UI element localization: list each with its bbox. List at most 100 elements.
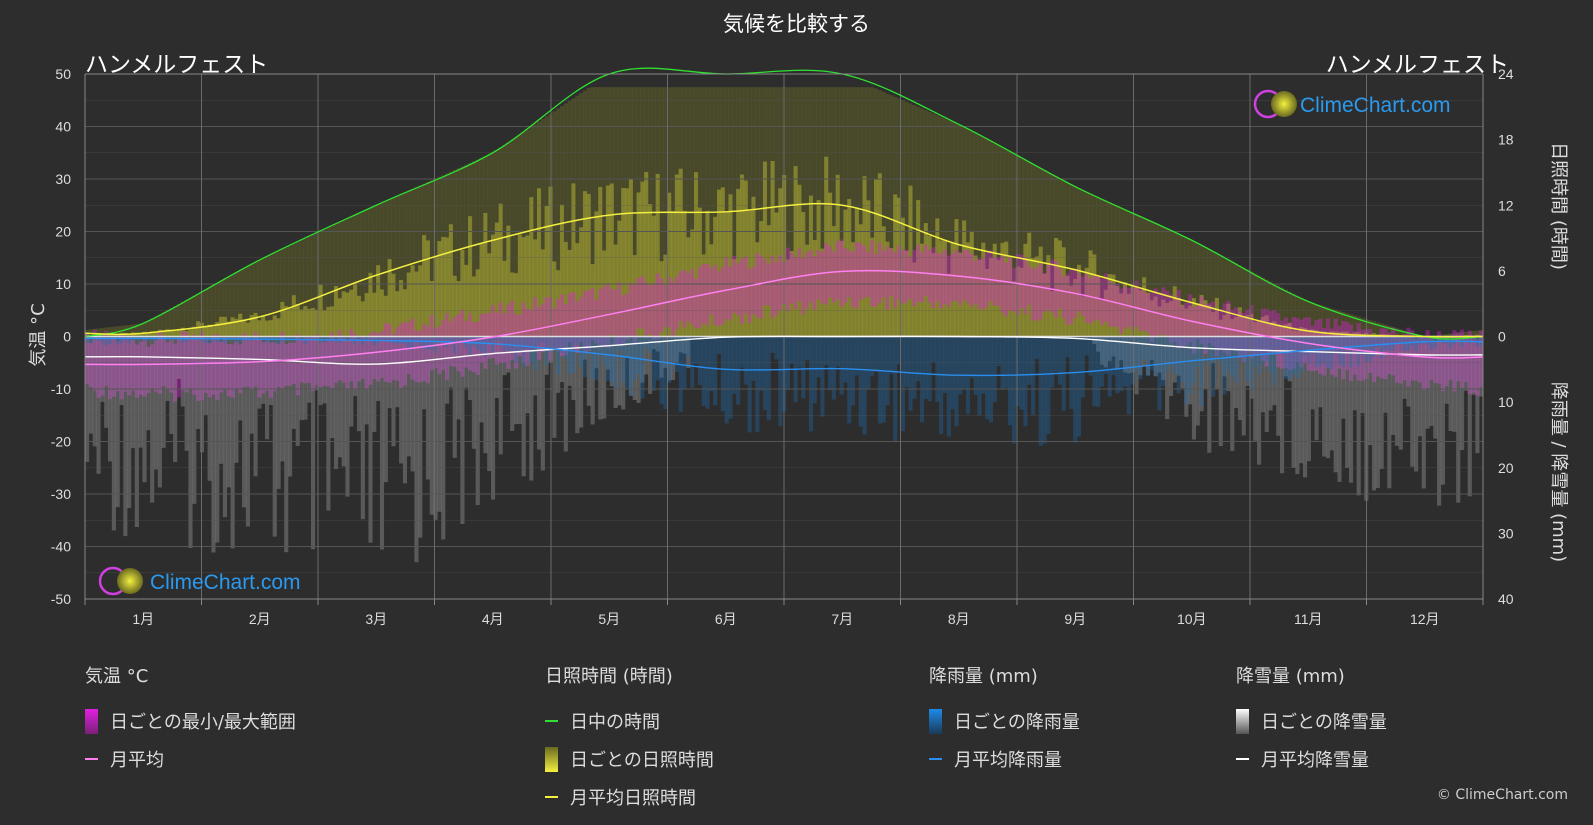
- daylight-bar: [602, 87, 607, 337]
- sunshine-bar: [161, 330, 166, 337]
- temp-range-bar: [1249, 305, 1254, 359]
- rain-bar: [847, 336, 852, 424]
- rain-bar: [854, 336, 859, 376]
- daylight-bar: [387, 199, 392, 337]
- rain-bar: [923, 336, 928, 399]
- temp-range-bar: [1341, 320, 1346, 380]
- sunshine-bar: [333, 285, 339, 337]
- snow-bar: [602, 336, 607, 419]
- y-right-top-tick-label: 6: [1498, 263, 1506, 279]
- sunshine-bar: [988, 257, 994, 337]
- sunshine-bar: [483, 212, 488, 337]
- daylight-bar: [456, 168, 461, 337]
- sunshine-bar: [1475, 334, 1480, 337]
- rain-bar: [659, 336, 664, 405]
- temp-range-bar: [908, 256, 913, 300]
- daylight-bar: [487, 154, 492, 337]
- legend-rain: 降雨量 (mm) 日ごとの降雨量 月平均降雨量: [929, 662, 1080, 778]
- temp-range-bar: [916, 244, 921, 303]
- daylight-bar: [816, 87, 821, 337]
- temp-range-bar: [276, 343, 281, 388]
- sunshine-bar: [579, 227, 584, 337]
- sunshine-bar: [1019, 267, 1024, 337]
- sunshine-bar: [1138, 290, 1143, 337]
- snow-bar: [1268, 336, 1273, 411]
- sunshine-bar: [1119, 293, 1124, 337]
- sunshine-bar: [789, 251, 794, 337]
- y-left-tick-label: -30: [51, 486, 71, 502]
- rain-bar: [257, 336, 262, 340]
- temp-range-bar: [1111, 284, 1116, 327]
- temp-range-bar: [422, 323, 427, 382]
- sunshine-bar: [625, 188, 630, 337]
- daylight-bar: [1280, 287, 1285, 337]
- snow-bar: [1241, 336, 1246, 436]
- temp-range-bar: [1145, 293, 1151, 333]
- daylight-bar: [1437, 334, 1442, 337]
- daylight-bar: [1234, 263, 1239, 337]
- temp-range-bar: [843, 248, 848, 304]
- sunshine-bar: [1122, 282, 1128, 337]
- snow-bar: [368, 336, 373, 543]
- temp-range-bar: [287, 342, 293, 386]
- daylight-bar: [406, 190, 411, 337]
- temp-range-bar: [1310, 325, 1315, 372]
- temp-range-bar: [1394, 334, 1400, 383]
- temp-range-bar: [923, 244, 928, 296]
- sunshine-bar: [1084, 267, 1089, 337]
- x-tick-label: 7月: [831, 611, 853, 627]
- sunshine-bar: [490, 234, 496, 337]
- snow-bar: [625, 336, 630, 358]
- temp-range-bar: [988, 250, 994, 302]
- snow-bar: [1188, 336, 1193, 405]
- sunshine-bar: [1253, 322, 1258, 337]
- snow-bar: [299, 336, 304, 421]
- sunshine-bar: [471, 276, 476, 337]
- daylight-bar: [1069, 184, 1074, 337]
- snow-bar: [230, 336, 235, 549]
- snow-bar: [502, 336, 507, 376]
- snow-bar: [448, 336, 453, 388]
- sunshine-bar: [146, 332, 151, 337]
- sunshine-bar: [594, 211, 599, 337]
- temp-range-bar: [552, 308, 557, 350]
- snow-bar: [272, 336, 277, 537]
- snow-bar: [341, 336, 346, 467]
- legend-label: 月平均降雪量: [1261, 750, 1369, 771]
- snow-bar: [1115, 336, 1120, 370]
- snow-bar: [165, 336, 170, 401]
- temp-range-bar: [1356, 323, 1361, 381]
- rain-bar: [586, 336, 591, 351]
- rain-bar: [1440, 336, 1445, 344]
- sunshine-bar: [291, 295, 296, 337]
- daylight-bar: [1165, 228, 1170, 337]
- sunshine-bar: [996, 259, 1001, 337]
- daylight-bar: [337, 222, 342, 337]
- daylight-bar: [1054, 176, 1059, 337]
- rain-bar: [1337, 336, 1342, 365]
- daylight-bar: [939, 116, 944, 337]
- sunshine-bar: [211, 326, 216, 337]
- daylight-bar: [1023, 159, 1028, 337]
- daylight-bar: [490, 152, 496, 337]
- sunshine-bar: [1249, 313, 1254, 337]
- daylight-bar: [268, 254, 273, 337]
- snow-bar: [487, 336, 492, 472]
- temp-range-bar: [881, 250, 886, 298]
- daylight-bar: [946, 119, 951, 337]
- snow-bar: [1161, 336, 1166, 380]
- sunshine-bar: [295, 303, 300, 337]
- snow-bar: [1287, 336, 1292, 382]
- rain-bar: [1099, 336, 1105, 387]
- rain-bar: [1276, 336, 1281, 349]
- snow-bar: [533, 336, 538, 396]
- temp-range-bar: [586, 290, 591, 352]
- sunshine-bar: [150, 331, 155, 337]
- temp-range-bar: [973, 260, 978, 304]
- daylight-bar: [1406, 331, 1411, 337]
- daylight-bar: [1199, 245, 1204, 337]
- sunshine-bar: [226, 321, 231, 337]
- daylight-bar: [605, 87, 611, 337]
- rain-bar: [1448, 336, 1453, 349]
- sunshine-bar: [330, 306, 335, 337]
